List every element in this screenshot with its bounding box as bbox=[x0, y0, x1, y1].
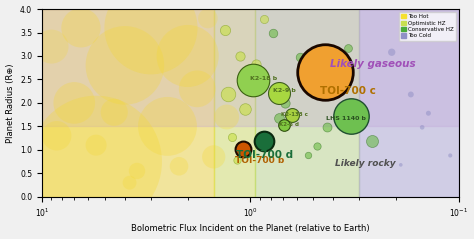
Point bbox=[334, 78, 342, 82]
Point bbox=[224, 92, 232, 95]
Text: LHS 1140 b: LHS 1140 b bbox=[326, 116, 365, 121]
Point bbox=[280, 124, 288, 127]
Point bbox=[240, 147, 247, 151]
Point bbox=[321, 71, 328, 74]
Point bbox=[92, 143, 100, 147]
Point bbox=[313, 144, 320, 148]
Point bbox=[92, 160, 100, 163]
Point bbox=[147, 26, 155, 30]
Text: K2-3 d: K2-3 d bbox=[279, 122, 300, 127]
Point bbox=[419, 125, 426, 129]
Text: K2-18 b: K2-18 b bbox=[249, 76, 277, 81]
Bar bbox=[214, 9, 255, 197]
Point bbox=[110, 110, 118, 114]
Point bbox=[184, 54, 191, 58]
Point bbox=[397, 163, 405, 167]
Point bbox=[388, 50, 395, 54]
Text: Likely rocky: Likely rocky bbox=[335, 159, 396, 168]
Point bbox=[447, 154, 454, 158]
Point bbox=[269, 32, 277, 35]
Point bbox=[275, 91, 283, 94]
Point bbox=[77, 26, 85, 30]
Point bbox=[223, 115, 230, 119]
Point bbox=[71, 101, 78, 105]
Point bbox=[175, 164, 183, 168]
Bar bbox=[42, 9, 214, 197]
Point bbox=[121, 64, 129, 67]
Bar bbox=[359, 9, 459, 197]
Point bbox=[53, 134, 61, 138]
Text: K2-9 b: K2-9 b bbox=[273, 88, 295, 93]
Point bbox=[164, 125, 171, 128]
X-axis label: Bolometric Flux Incident on the Planet (relative to Earth): Bolometric Flux Incident on the Planet (… bbox=[131, 224, 370, 234]
Point bbox=[48, 45, 55, 49]
Point bbox=[425, 111, 432, 115]
Text: TOI-700 b: TOI-700 b bbox=[235, 156, 284, 165]
Point bbox=[228, 135, 236, 139]
Point bbox=[282, 101, 289, 105]
Point bbox=[241, 107, 249, 110]
Y-axis label: Planet Radius (R⊕): Planet Radius (R⊕) bbox=[6, 63, 15, 143]
Point bbox=[249, 78, 257, 82]
Point bbox=[193, 87, 201, 91]
Point bbox=[237, 54, 244, 58]
Point bbox=[304, 154, 312, 158]
Text: K2-133 c: K2-133 c bbox=[281, 112, 308, 117]
Point bbox=[204, 16, 212, 20]
Point bbox=[323, 125, 331, 129]
Point bbox=[289, 113, 296, 117]
Point bbox=[407, 92, 415, 96]
Point bbox=[344, 46, 352, 49]
Point bbox=[221, 28, 229, 32]
Point bbox=[126, 181, 133, 185]
Point bbox=[133, 169, 141, 173]
Point bbox=[296, 55, 303, 59]
Point bbox=[347, 114, 355, 118]
Point bbox=[369, 140, 376, 143]
Legend: Too Hot, Optimistic HZ, Conservative HZ, Too Cold: Too Hot, Optimistic HZ, Conservative HZ,… bbox=[399, 12, 456, 41]
Text: TOI-700 d: TOI-700 d bbox=[236, 150, 292, 160]
Bar bbox=[42, 9, 459, 126]
Point bbox=[252, 63, 260, 66]
Bar bbox=[255, 9, 359, 197]
Text: TOI-700 c: TOI-700 c bbox=[320, 87, 376, 97]
Text: Likely gaseous: Likely gaseous bbox=[329, 60, 415, 70]
Point bbox=[210, 155, 218, 159]
Point bbox=[260, 139, 268, 143]
Point bbox=[233, 158, 241, 162]
Point bbox=[275, 116, 283, 120]
Point bbox=[260, 17, 268, 21]
